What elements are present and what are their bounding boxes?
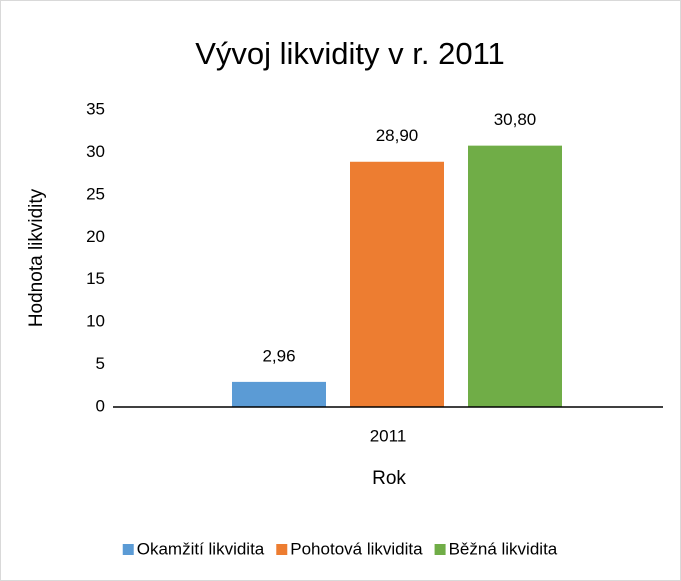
y-tick-label: 0 <box>96 396 105 415</box>
data-label: 28,90 <box>376 126 419 145</box>
chart-title: Vývoj likvidity v r. 2011 <box>195 36 505 71</box>
legend-label: Okamžití likvidita <box>137 539 265 558</box>
bar <box>232 381 326 407</box>
bar <box>350 161 444 407</box>
y-tick-label: 20 <box>86 227 105 246</box>
legend-swatch <box>434 544 446 555</box>
legend-swatch <box>276 544 288 555</box>
y-tick-label: 10 <box>86 312 105 331</box>
bar <box>468 145 562 407</box>
legend-label: Pohotová likvidita <box>290 539 423 558</box>
y-tick-label: 5 <box>96 354 105 373</box>
y-tick-label: 35 <box>86 99 105 118</box>
x-tick-label: 2011 <box>370 426 407 445</box>
legend-swatch <box>122 544 134 555</box>
y-tick-label: 25 <box>86 184 105 203</box>
legend-label: Běžná likvidita <box>449 539 558 558</box>
y-axis-label: Hodnota likvidity <box>26 188 47 327</box>
data-label: 30,80 <box>494 110 537 129</box>
x-axis-label: Rok <box>372 468 406 489</box>
y-tick-label: 30 <box>86 142 105 161</box>
y-tick-label: 15 <box>86 269 105 288</box>
data-label: 2,96 <box>262 346 295 365</box>
